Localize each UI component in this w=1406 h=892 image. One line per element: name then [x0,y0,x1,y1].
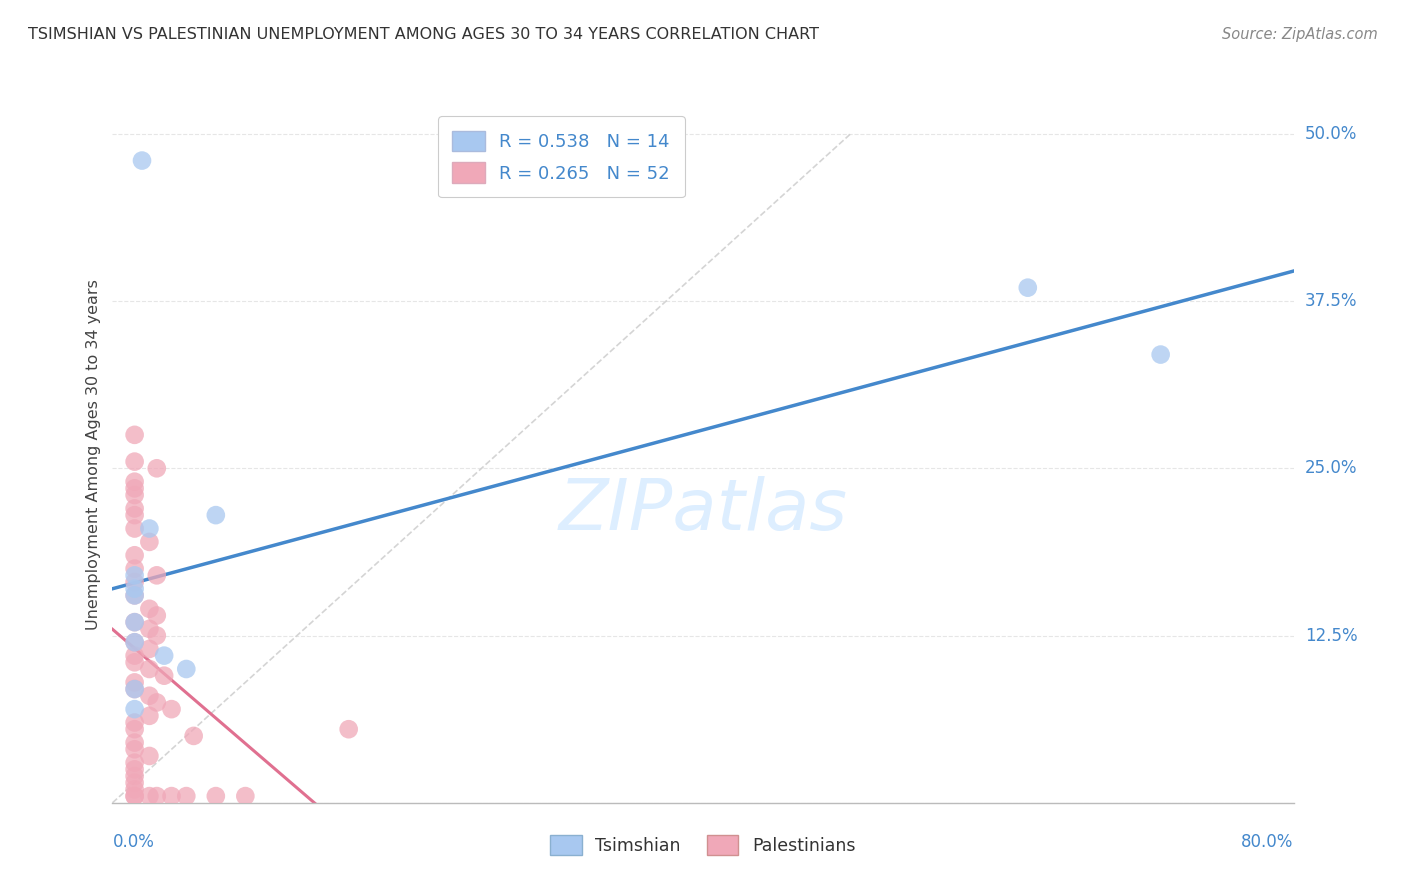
Point [124,742,146,756]
Point [124,635,146,649]
Point [138,789,160,803]
Point [124,568,146,582]
Point [124,508,146,523]
Point [233,789,256,803]
Point [153,648,176,663]
Point [138,601,160,615]
Point [337,723,360,737]
Point [138,622,160,636]
Point [124,475,146,489]
Point [124,769,146,783]
Y-axis label: Unemployment Among Ages 30 to 34 years: Unemployment Among Ages 30 to 34 years [86,279,101,631]
Point [124,615,146,630]
Point [124,782,146,797]
Point [138,689,160,703]
Text: TSIMSHIAN VS PALESTINIAN UNEMPLOYMENT AMONG AGES 30 TO 34 YEARS CORRELATION CHAR: TSIMSHIAN VS PALESTINIAN UNEMPLOYMENT AM… [28,27,820,42]
Point [146,608,169,623]
Point [146,461,169,475]
Point [146,789,169,803]
Point [124,762,146,776]
Point [131,153,153,168]
Point [153,669,176,683]
Point [124,488,146,502]
Point [160,789,183,803]
Point [138,534,160,549]
Text: 25.0%: 25.0% [1305,459,1357,477]
Point [124,615,146,630]
Point [138,521,160,535]
Point [124,715,146,730]
Point [124,562,146,576]
Point [183,729,205,743]
Point [138,642,160,657]
Point [124,648,146,663]
Point [124,655,146,669]
Point [124,681,146,696]
Point [124,675,146,690]
Point [124,681,146,696]
Point [138,749,160,764]
Point [1150,347,1173,362]
Point [124,635,146,649]
Point [1017,280,1039,294]
Point [124,789,146,803]
Point [124,589,146,603]
Point [146,696,169,710]
Point [146,568,169,582]
Text: 50.0%: 50.0% [1305,125,1357,143]
Point [124,702,146,716]
Point [124,482,146,496]
Point [124,455,146,469]
Text: Source: ZipAtlas.com: Source: ZipAtlas.com [1222,27,1378,42]
Point [146,628,169,642]
Point [138,708,160,723]
Legend: Tsimshian, Palestinians: Tsimshian, Palestinians [541,826,865,863]
Point [124,427,146,442]
Point [174,789,197,803]
Point [124,521,146,535]
Text: ZIPatlas: ZIPatlas [558,476,848,545]
Point [124,735,146,749]
Point [124,501,146,516]
Point [124,589,146,603]
Point [205,789,228,803]
Point [124,548,146,563]
Text: 37.5%: 37.5% [1305,292,1357,310]
Text: 80.0%: 80.0% [1241,833,1294,851]
Point [124,789,146,803]
Text: 0.0%: 0.0% [112,833,155,851]
Point [124,756,146,770]
Point [160,702,183,716]
Point [174,662,197,676]
Point [205,508,228,523]
Point [124,582,146,596]
Point [124,574,146,589]
Point [124,775,146,790]
Text: 12.5%: 12.5% [1305,626,1357,645]
Point [138,662,160,676]
Point [124,723,146,737]
